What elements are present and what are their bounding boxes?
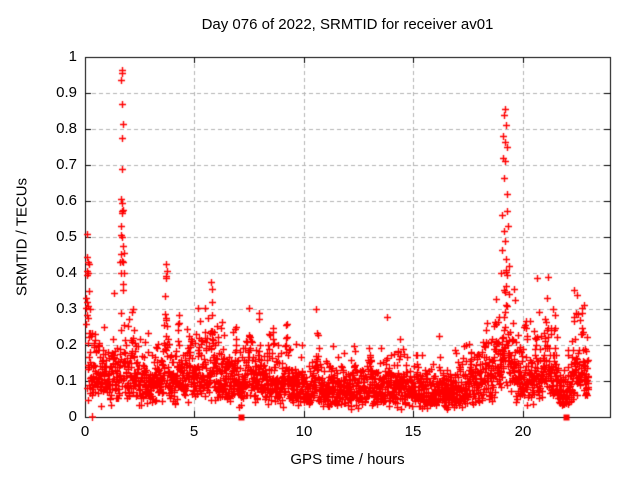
x-tick-label: 5	[189, 423, 199, 440]
x-axis-label: GPS time / hours	[290, 451, 405, 468]
y-tick-label: 0.7	[56, 156, 77, 173]
y-tick-label: 0	[68, 408, 77, 425]
x-tick-label: 20	[514, 423, 532, 440]
x-tick-label: 15	[404, 423, 422, 440]
y-tick-label: 0.5	[56, 228, 77, 245]
y-tick-label: 0.1	[56, 372, 77, 389]
y-tick-label: 0.3	[56, 300, 77, 317]
x-tick-label: 10	[295, 423, 313, 440]
y-tick-label: 0.4	[56, 264, 77, 281]
y-tick-label: 0.6	[56, 192, 77, 209]
y-tick-label: 0.9	[56, 84, 77, 101]
x-tick-label: 0	[80, 423, 90, 440]
chart-title: Day 076 of 2022, SRMTID for receiver av0…	[201, 16, 494, 33]
y-tick-label: 1	[68, 48, 77, 65]
y-tick-label: 0.2	[56, 336, 77, 353]
y-tick-label: 0.8	[56, 120, 77, 137]
